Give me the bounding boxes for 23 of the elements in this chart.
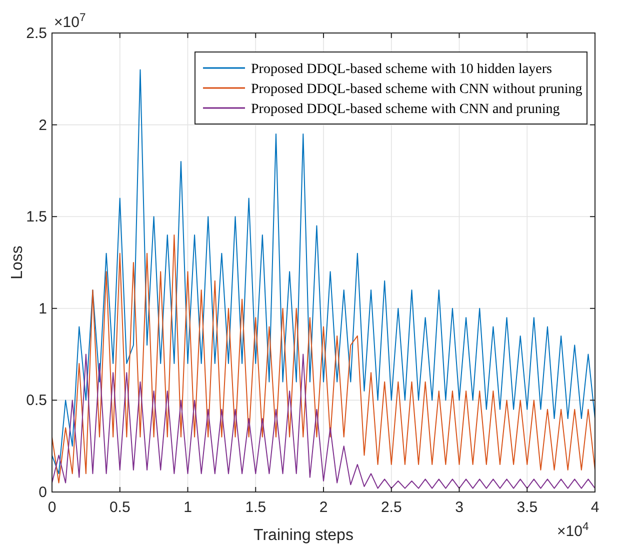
x-tick-label: 3 <box>455 499 464 516</box>
y-tick-label: 0 <box>38 484 47 501</box>
legend-label: Proposed DDQL-based scheme with 10 hidden layers <box>251 62 552 77</box>
legend-label: Proposed DDQL-based scheme with CNN without pruning <box>251 82 582 97</box>
x-tick-label: 4 <box>590 499 600 516</box>
x-tick-label: 3.5 <box>516 499 538 516</box>
x-tick-label: 2.5 <box>380 499 402 516</box>
x-axis-title: Training steps <box>254 527 354 544</box>
legend-label: Proposed DDQL-based scheme with CNN and pruning <box>251 102 560 117</box>
line-series <box>52 354 595 489</box>
text: ×10$^{4}$ <box>557 521 589 540</box>
y-tick-label: 0.5 <box>26 392 47 410</box>
x-tick-label: 2 <box>319 499 328 516</box>
y-tick-label: 2 <box>38 116 47 134</box>
y-tick-label: 1 <box>38 300 47 318</box>
x-tick-label: 0.5 <box>109 499 130 516</box>
text: ×10$^{7}$ <box>54 12 86 31</box>
y-tick-label: 1.5 <box>26 208 47 226</box>
x-tick-label: 1 <box>184 499 192 516</box>
x-tick-label: 1.5 <box>245 499 266 516</box>
y-axis-title: Loss <box>9 246 26 280</box>
line-series <box>52 234 595 484</box>
y-tick-label: 2.5 <box>26 25 47 42</box>
